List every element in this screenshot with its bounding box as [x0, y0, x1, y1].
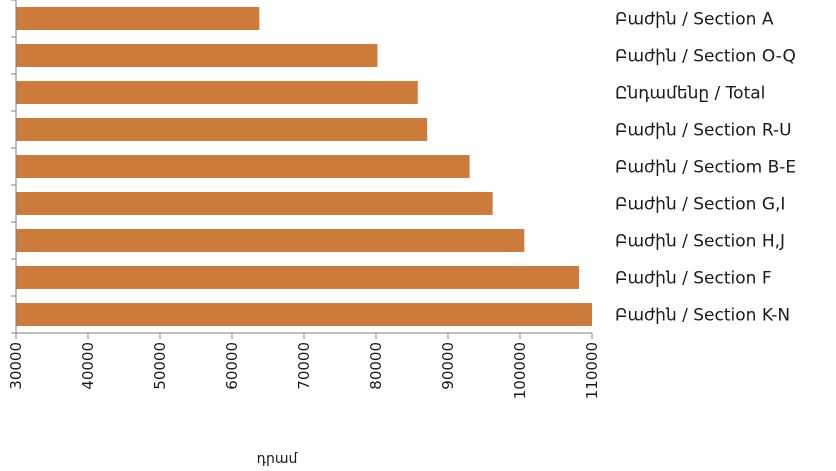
x-tick-label: 60000	[223, 342, 241, 390]
x-tick-label: 30000	[7, 342, 25, 390]
x-tick-label: 110000	[583, 342, 601, 399]
bar	[16, 44, 378, 67]
ticks-layer: 30000 40000 50000 60000 70000 80000 90000 10000…	[7, 0, 601, 399]
x-tick-label: 90000	[439, 342, 457, 390]
bar	[16, 266, 580, 289]
category-label: Բաժին / Section O-Q	[615, 47, 796, 67]
bar	[16, 303, 592, 326]
bar	[16, 7, 260, 30]
bar	[16, 229, 525, 252]
category-label: Ընդամենը / Total	[615, 84, 765, 104]
bars-layer	[16, 7, 592, 326]
bar	[16, 192, 493, 215]
x-tick-label: 70000	[295, 342, 313, 390]
category-labels: Բաժին / Section A Բաժին / Section O-Q Ընդա…	[615, 10, 796, 326]
x-tick-label: 100000	[511, 342, 529, 399]
category-label: Բաժին / Section H,J	[615, 232, 785, 252]
bar	[16, 118, 428, 141]
bar	[16, 155, 470, 178]
x-tick-label: 80000	[367, 342, 385, 390]
category-label: Բաժին / Section A	[615, 10, 774, 30]
category-label: Բաժին / Sectiom B-E	[615, 158, 796, 178]
category-label: Բաժին / Section F	[615, 269, 772, 289]
category-label: Բաժին / Section G,I	[615, 195, 785, 215]
x-tick-label: 50000	[151, 342, 169, 390]
category-label: Բաժին / Section R-U	[615, 121, 792, 141]
bar	[16, 81, 418, 104]
x-tick-label: 40000	[79, 342, 97, 390]
category-label: Բաժին / Section K-N	[615, 306, 790, 326]
x-axis-unit-label: դրամ	[257, 451, 299, 467]
